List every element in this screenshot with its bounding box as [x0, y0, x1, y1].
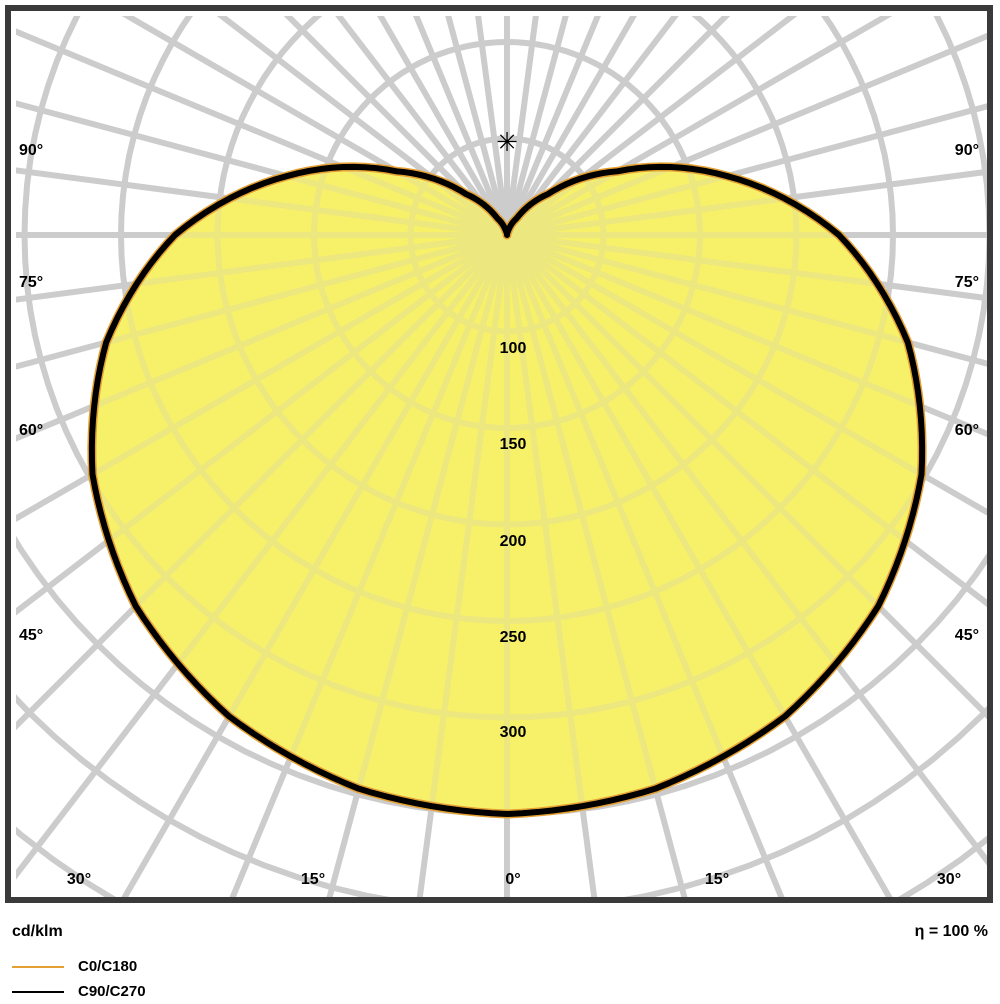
- legend-item-c0-c180: C0/C180: [12, 954, 146, 979]
- angle-label-right-60: 60°: [954, 422, 979, 439]
- radial-label-150: 150: [499, 436, 527, 453]
- angle-label-left-90: 90°: [19, 142, 44, 159]
- radial-label-100: 100: [499, 340, 527, 357]
- angle-label-left-60: 60°: [19, 422, 44, 439]
- polar-plot-canvas: ✳: [16, 16, 987, 897]
- angle-label-right-45: 45°: [954, 627, 979, 644]
- legend-item-c90-c270: C90/C270: [12, 979, 146, 1004]
- legend: C0/C180 C90/C270: [12, 954, 146, 1004]
- angle-label-right-90: 90°: [954, 142, 979, 159]
- angle-label-bottom-15-left: 15°: [300, 871, 326, 888]
- plot-frame: ✳ 90° 75° 60° 45° 90° 75° 60° 45° 30° 15…: [5, 5, 993, 903]
- efficiency-label: η = 100 %: [914, 923, 988, 940]
- svg-text:✳: ✳: [496, 128, 518, 158]
- angle-label-left-45: 45°: [19, 627, 44, 644]
- angle-label-bottom-0: 0°: [505, 871, 521, 888]
- radial-label-250: 250: [499, 629, 527, 646]
- angle-label-right-75: 75°: [954, 274, 979, 291]
- chart-footer: cd/klm η = 100 % C0/C180 C90/C270: [0, 908, 1000, 1000]
- angle-label-bottom-15-right: 15°: [704, 871, 730, 888]
- radial-label-300: 300: [499, 724, 527, 741]
- angle-label-bottom-30-right: 30°: [936, 871, 962, 888]
- legend-swatch-c90-c270-icon: [12, 990, 64, 993]
- curve-c90-c270: [88, 163, 926, 817]
- legend-swatch-c0-c180-icon: [12, 965, 64, 968]
- angle-label-bottom-30-left: 30°: [66, 871, 92, 888]
- angle-label-left-75: 75°: [19, 274, 44, 291]
- legend-label-c90-c270: C90/C270: [78, 983, 146, 1000]
- legend-label-c0-c180: C0/C180: [78, 958, 138, 975]
- unit-label: cd/klm: [12, 923, 63, 940]
- peak-marker: ✳: [496, 128, 518, 158]
- radial-label-200: 200: [499, 533, 527, 550]
